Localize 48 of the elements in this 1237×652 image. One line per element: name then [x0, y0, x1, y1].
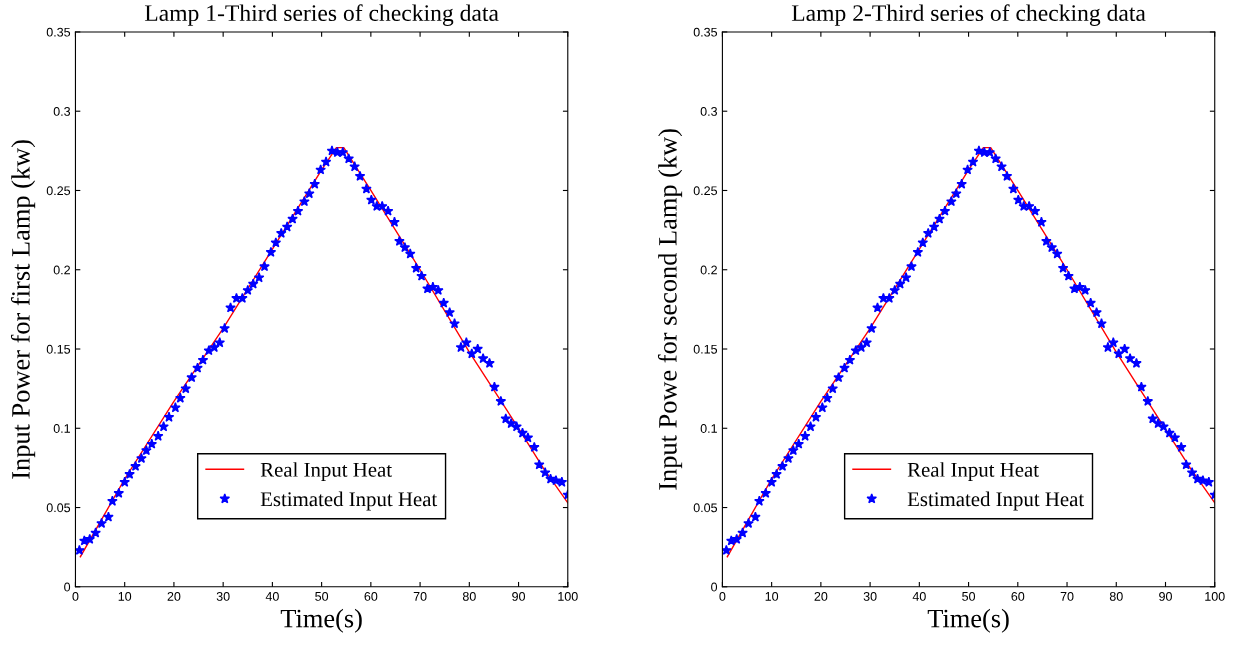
chart-title: Lamp 1-Third series of checking data: [144, 4, 499, 26]
y-tick-label: 0: [64, 582, 71, 592]
x-tick-label: 30: [863, 591, 877, 601]
x-tick-label: 50: [315, 591, 329, 601]
x-tick-label: 30: [216, 591, 230, 601]
chart-title: Lamp 2-Third series of checking data: [791, 4, 1146, 26]
x-tick-label: 0: [719, 591, 726, 601]
x-tick-label: 90: [512, 591, 526, 601]
x-tick-label: 70: [413, 591, 427, 601]
y-tick-label: 0.15: [693, 344, 718, 354]
x-tick-label: 60: [364, 591, 378, 601]
legend-label: Real Input Heat: [260, 462, 392, 482]
x-tick-label: 70: [1060, 591, 1074, 601]
legend-label: Estimated Input Heat: [260, 491, 438, 511]
y-tick-label: 0.05: [46, 503, 71, 513]
y-tick-label: 0.2: [700, 265, 717, 275]
x-tick-label: 40: [912, 591, 926, 601]
x-axis-title: Time(s): [280, 608, 362, 633]
y-axis-title: Input Power for first Lamp (kw): [10, 140, 36, 479]
x-tick-label: 20: [167, 591, 181, 601]
x-tick-label: 80: [1109, 591, 1123, 601]
x-tick-label: 20: [814, 591, 828, 601]
x-tick-label: 80: [462, 591, 476, 601]
y-tick-label: 0.35: [693, 27, 718, 37]
x-tick-label: 60: [1011, 591, 1025, 601]
x-tick-label: 0: [72, 591, 79, 601]
y-tick-label: 0.1: [53, 424, 70, 433]
y-tick-label: 0.3: [53, 107, 71, 116]
y-tick-label: 0.25: [46, 186, 71, 196]
y-tick-label: 0.15: [46, 344, 71, 354]
legend-label: Real Input Heat: [907, 462, 1039, 482]
y-tick-label: 0.35: [46, 27, 71, 37]
y-tick-label: 0.05: [693, 503, 718, 513]
y-axis-title: Input Powe for second Lamp (kw): [657, 129, 683, 490]
y-tick-label: 0.1: [700, 424, 717, 433]
x-tick-label: 100: [558, 591, 578, 601]
y-tick-label: 0.3: [700, 107, 717, 116]
legend-label: Estimated Input Heat: [907, 491, 1085, 511]
y-tick-label: 0.2: [53, 265, 70, 275]
x-tick-label: 90: [1159, 591, 1172, 601]
x-axis-title: Time(s): [927, 608, 1009, 633]
x-tick-label: 10: [118, 591, 132, 601]
x-tick-label: 40: [265, 591, 279, 601]
x-tick-label: 50: [962, 591, 976, 601]
y-tick-label: 0: [711, 582, 718, 592]
x-tick-label: 100: [1205, 591, 1225, 601]
y-tick-label: 0.25: [693, 186, 718, 196]
x-tick-label: 10: [765, 591, 779, 601]
